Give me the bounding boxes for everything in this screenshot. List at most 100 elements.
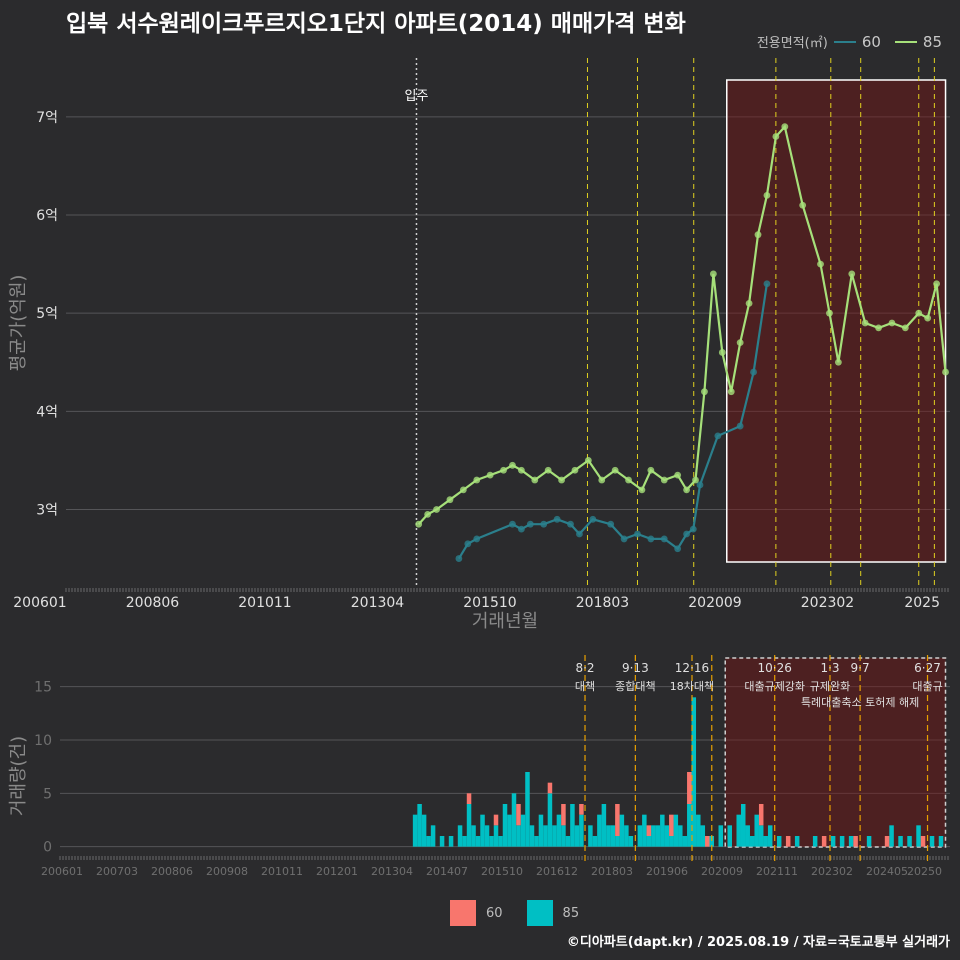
volume-bar-85 — [736, 814, 741, 847]
x-tick-label: 202405 — [866, 865, 908, 878]
price-point-85 — [754, 231, 762, 239]
price-point-60 — [576, 530, 583, 538]
x-tick-label: 200806 — [151, 865, 193, 878]
legend-swatch-85 — [894, 40, 917, 43]
y-tick-label: 4억 — [36, 404, 58, 420]
y-axis-title: 평균가(억원) — [8, 275, 29, 372]
volume-bar-85 — [776, 836, 782, 847]
price-point-60 — [607, 520, 615, 528]
price-point-85 — [799, 201, 807, 209]
price-point-85 — [531, 476, 539, 484]
volume-bar-60 — [669, 814, 674, 836]
price-point-60 — [553, 515, 561, 523]
legend-label-85: 85 — [922, 32, 942, 51]
volume-bar-85 — [529, 825, 535, 847]
price-legend: 전용면적(㎡) 60 85 — [757, 32, 950, 52]
event-date-label: 12·16 — [675, 661, 709, 675]
price-point-60 — [660, 535, 668, 543]
volume-bar-85 — [669, 836, 674, 847]
volume-bar-85 — [579, 814, 584, 847]
y-tick-label: 5억 — [36, 306, 58, 322]
volume-bar-60 — [687, 772, 692, 804]
volume-bar-85 — [574, 825, 580, 847]
price-point-85 — [772, 133, 780, 140]
y-tick-label: 5 — [43, 786, 52, 802]
volume-bar-85 — [525, 772, 530, 847]
volume-bar-60 — [705, 836, 710, 847]
price-point-60 — [455, 555, 463, 562]
volume-bar-85 — [660, 814, 665, 847]
price-point-85 — [433, 506, 440, 513]
volume-bar-60 — [884, 836, 890, 847]
price-point-85 — [500, 466, 507, 474]
price-point-85 — [424, 510, 432, 518]
price-point-85 — [509, 461, 516, 469]
price-point-85 — [611, 466, 619, 474]
volume-bar-60 — [821, 836, 827, 847]
x-tick-label: 201510 — [481, 865, 523, 878]
price-point-85 — [638, 486, 646, 494]
volume-bar-85 — [426, 836, 431, 847]
price-point-85 — [517, 466, 525, 474]
legend-box-85 — [526, 900, 553, 926]
volume-bar-85 — [642, 814, 647, 847]
y-tick-label: 0 — [43, 840, 52, 856]
price-line-60 — [457, 283, 768, 560]
price-point-60 — [689, 525, 697, 533]
volume-bar-60 — [516, 804, 521, 826]
price-point-85 — [933, 280, 941, 288]
volume-bar-85 — [907, 836, 912, 847]
event-label: 규제완화 — [810, 680, 850, 693]
x-tick-label: 201803 — [576, 595, 629, 611]
volume-bar-60 — [758, 804, 764, 826]
x-tick-label: 201011 — [261, 865, 303, 878]
volume-bar-85 — [749, 836, 755, 847]
price-point-85 — [571, 466, 579, 474]
volume-bar-85 — [740, 804, 746, 847]
price-chart: 3억 4억 5억 6억 7억 200601 200806 201011 201304 201510… — [8, 58, 950, 632]
price-point-85 — [415, 520, 423, 528]
volume-bar-60 — [615, 804, 620, 836]
volume-bar-85 — [484, 825, 490, 847]
price-point-85 — [709, 270, 717, 278]
x-tick-label: 200601 — [13, 595, 66, 611]
volume-chart: 0 5 10 15 200601 200703 200806 200908 201011 2012… — [8, 655, 950, 878]
legend-box-60 — [450, 900, 476, 926]
x-tick-label: 202302 — [811, 865, 853, 878]
price-point-60 — [567, 520, 574, 528]
volume-bar-85 — [570, 804, 575, 847]
x-tick-label: 200703 — [96, 865, 138, 878]
volume-bar-85 — [727, 825, 732, 847]
price-point-60 — [750, 368, 757, 376]
legend-swatch-60 — [833, 40, 856, 43]
volume-bar-85 — [502, 804, 508, 847]
volume-bar-85 — [673, 814, 679, 847]
volume-bar-85 — [421, 814, 427, 847]
x-tick-label: 200908 — [206, 865, 248, 878]
price-point-85 — [763, 192, 771, 199]
x-tick-label: 201011 — [238, 595, 291, 611]
x-tick-label: 202111 — [756, 865, 798, 878]
price-point-85 — [683, 486, 690, 494]
x-tick-label: 202009 — [688, 595, 741, 611]
price-point-60 — [714, 432, 722, 440]
volume-bar-85 — [624, 825, 629, 847]
price-point-85 — [647, 466, 655, 474]
volume-bar-60 — [785, 836, 791, 847]
event-date-label: 9·13 — [622, 661, 649, 675]
event-date-label: 1·3 — [820, 661, 839, 675]
price-point-85 — [901, 324, 909, 332]
volume-bar-85 — [480, 814, 485, 847]
price-point-60 — [674, 545, 682, 553]
x-tick-label: 201510 — [463, 595, 516, 611]
price-point-85 — [473, 476, 481, 484]
x-axis-title: 거래년월 — [472, 611, 538, 632]
volume-bar-85 — [758, 825, 764, 847]
event-date-label: 6·27 — [914, 661, 941, 675]
legend-label-60: 60 — [861, 32, 881, 51]
price-point-85 — [745, 299, 753, 307]
price-point-85 — [826, 309, 833, 317]
price-point-60 — [464, 540, 472, 548]
y-tick-label: 3억 — [36, 502, 58, 518]
volume-bar-85 — [687, 804, 692, 847]
